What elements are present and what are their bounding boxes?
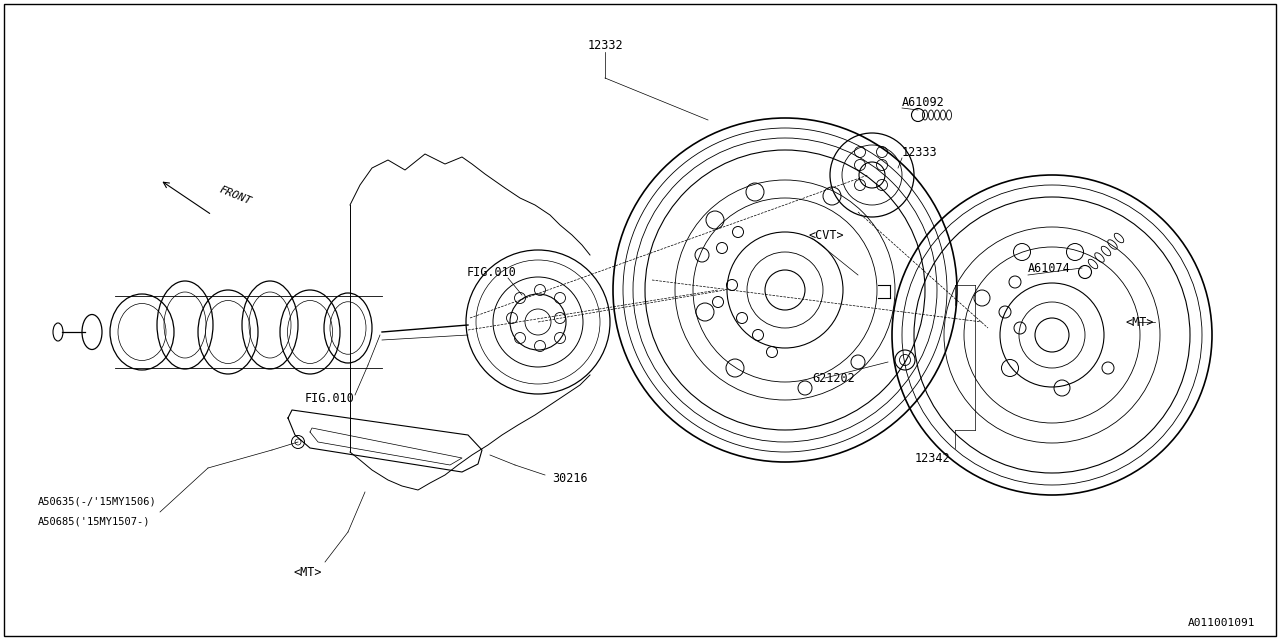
Text: FIG.010: FIG.010 bbox=[305, 392, 355, 404]
Text: 12332: 12332 bbox=[588, 38, 623, 51]
Text: A50685('15MY1507-): A50685('15MY1507-) bbox=[38, 517, 151, 527]
Text: <MT>: <MT> bbox=[1125, 316, 1153, 328]
Text: FRONT: FRONT bbox=[218, 185, 253, 207]
Text: A61092: A61092 bbox=[902, 95, 945, 109]
Text: <MT>: <MT> bbox=[293, 566, 323, 579]
Text: 12333: 12333 bbox=[902, 145, 938, 159]
Text: A61074: A61074 bbox=[1028, 262, 1071, 275]
Text: A50635(-/'15MY1506): A50635(-/'15MY1506) bbox=[38, 497, 156, 507]
Text: G21202: G21202 bbox=[812, 371, 855, 385]
Text: 30216: 30216 bbox=[552, 472, 588, 484]
Text: FIG.010: FIG.010 bbox=[467, 266, 517, 278]
Text: A011001091: A011001091 bbox=[1188, 618, 1254, 628]
Text: <CVT>: <CVT> bbox=[808, 228, 844, 241]
Text: 12342: 12342 bbox=[914, 451, 950, 465]
